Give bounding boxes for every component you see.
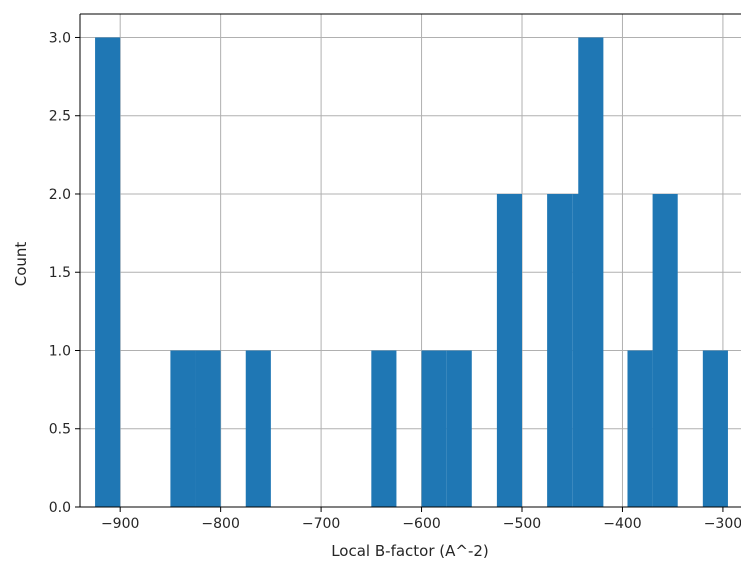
y-tick-label: 1.5 bbox=[49, 265, 71, 281]
x-tick-label: −700 bbox=[302, 516, 340, 532]
y-tick-label: 2.5 bbox=[49, 109, 71, 125]
x-tick-label: −300 bbox=[704, 516, 741, 532]
x-tick-label: −500 bbox=[503, 516, 541, 532]
y-tick-label: 0.0 bbox=[49, 500, 71, 516]
histogram-bar bbox=[652, 193, 678, 507]
x-tick-label: −400 bbox=[603, 516, 641, 532]
x-tick-label: −800 bbox=[201, 516, 239, 532]
histogram-bar bbox=[245, 350, 271, 507]
histogram-bar bbox=[95, 37, 121, 507]
y-tick-label: 2.0 bbox=[49, 187, 71, 203]
x-tick-label: −600 bbox=[402, 516, 440, 532]
histogram-bar bbox=[578, 37, 604, 507]
histogram-bar bbox=[170, 350, 196, 507]
histogram-bar bbox=[702, 350, 728, 507]
histogram-bar bbox=[627, 350, 653, 507]
x-tick-label: −900 bbox=[101, 516, 139, 532]
histogram-bar bbox=[421, 350, 447, 507]
histogram-bar bbox=[496, 193, 523, 507]
y-tick-label: 1.0 bbox=[49, 343, 71, 359]
axes bbox=[79, 13, 741, 508]
y-axis-ticks: 0.0 0.5 1.0 1.5 2.0 2.5 3.0 bbox=[49, 30, 80, 516]
y-tick-label: 3.0 bbox=[49, 30, 71, 46]
histogram-bar bbox=[371, 350, 397, 507]
y-axis-label: Count bbox=[12, 242, 30, 287]
histogram-bar bbox=[547, 193, 573, 507]
x-axis-label: Local B-factor (A^-2) bbox=[331, 542, 489, 560]
y-tick-label: 0.5 bbox=[49, 422, 71, 438]
histogram-bars bbox=[95, 37, 728, 507]
x-axis-ticks: −900 −800 −700 −600 −500 −400 −300 bbox=[101, 507, 741, 532]
histogram-bar bbox=[195, 350, 221, 507]
histogram-bar bbox=[446, 350, 472, 507]
